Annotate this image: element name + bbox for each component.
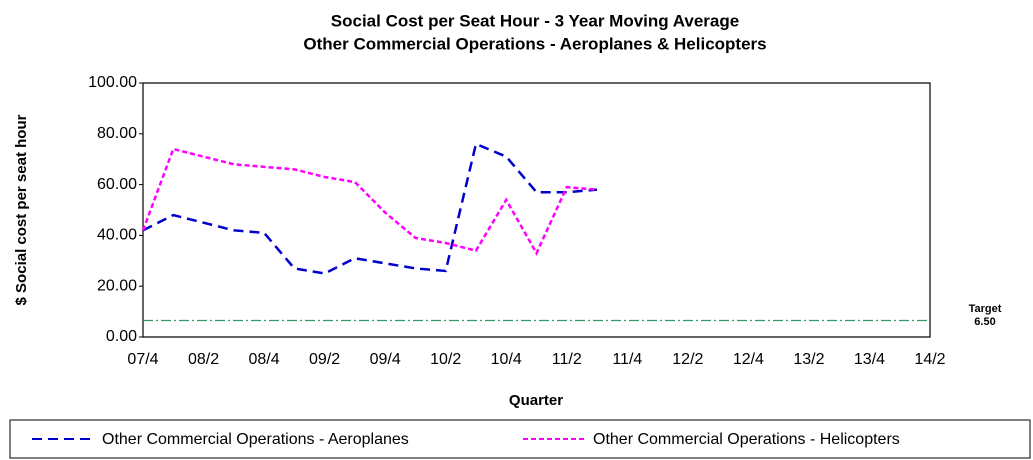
target-label: Target	[969, 303, 1002, 315]
x-tick-label: 12/2	[672, 351, 703, 368]
x-tick-label: 13/4	[854, 351, 885, 368]
y-tick-label: 80.00	[97, 125, 137, 142]
x-tick-label: 07/4	[127, 351, 158, 368]
plot-area	[142, 82, 931, 338]
y-tick-label: 60.00	[97, 176, 137, 193]
y-axis-title: $ Social cost per seat hour	[13, 114, 30, 305]
target-value: 6.50	[974, 316, 995, 328]
chart-title: Social Cost per Seat Hour - 3 Year Movin…	[331, 11, 739, 30]
x-tick-label: 08/4	[249, 351, 280, 368]
x-tick-label: 09/2	[309, 351, 340, 368]
x-tick-label: 10/2	[430, 351, 461, 368]
chart-subtitle: Other Commercial Operations - Aeroplanes…	[303, 34, 766, 53]
series-line	[142, 142, 598, 275]
x-tick-label: 09/4	[370, 351, 401, 368]
series-line	[141, 147, 598, 256]
x-tick-label: 10/4	[491, 351, 522, 368]
x-tick-label: 08/2	[188, 351, 219, 368]
legend	[9, 419, 1031, 459]
x-tick-label: 13/2	[793, 351, 824, 368]
legend-label: Other Commercial Operations - Helicopter…	[593, 431, 900, 448]
y-tick-label: 40.00	[97, 227, 137, 244]
y-tick-label: 0.00	[106, 328, 137, 345]
x-tick-label: 11/4	[612, 351, 642, 368]
x-tick-label: 14/2	[914, 351, 945, 368]
x-tick-label: 12/4	[733, 351, 764, 368]
y-tick-label: 100.00	[88, 74, 137, 91]
y-tick-label: 20.00	[97, 277, 137, 294]
x-tick-label: 11/2	[552, 351, 582, 368]
legend-label: Other Commercial Operations - Aeroplanes	[102, 431, 409, 448]
x-axis-title: Quarter	[509, 392, 563, 409]
